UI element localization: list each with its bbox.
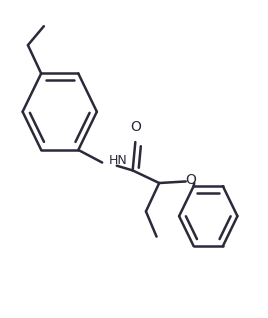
Text: O: O [185, 173, 196, 187]
Text: O: O [130, 120, 141, 134]
Text: HN: HN [109, 155, 128, 168]
